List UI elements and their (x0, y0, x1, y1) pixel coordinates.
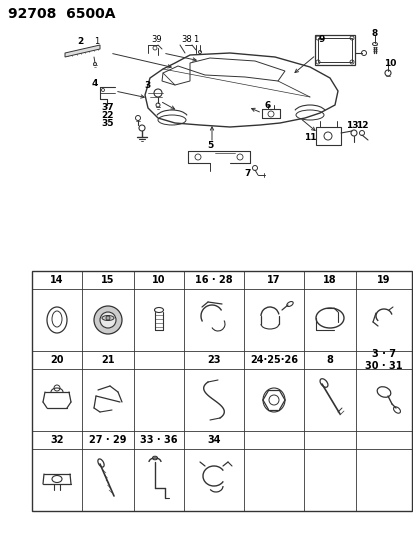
Text: 21: 21 (101, 355, 114, 365)
Text: 33 · 36: 33 · 36 (140, 435, 177, 445)
Text: 38: 38 (181, 35, 192, 44)
Text: 14: 14 (50, 275, 64, 285)
Circle shape (100, 312, 116, 328)
Text: 3 · 7
30 · 31: 3 · 7 30 · 31 (364, 349, 402, 371)
Text: 20: 20 (50, 355, 64, 365)
Text: 24·25·26: 24·25·26 (249, 355, 297, 365)
Ellipse shape (102, 316, 114, 320)
Text: 11: 11 (303, 133, 316, 142)
Text: 18: 18 (323, 275, 336, 285)
Text: 34: 34 (207, 435, 220, 445)
Polygon shape (65, 45, 100, 57)
Circle shape (106, 316, 110, 320)
Text: 6: 6 (264, 101, 271, 110)
Text: 8: 8 (326, 355, 332, 365)
Text: 10: 10 (152, 275, 165, 285)
Text: 39: 39 (151, 35, 162, 44)
Text: 3: 3 (145, 80, 151, 90)
Text: 5: 5 (206, 141, 213, 150)
Circle shape (94, 306, 122, 334)
Text: 15: 15 (101, 275, 114, 285)
Text: 8: 8 (371, 28, 377, 37)
Text: 37: 37 (102, 102, 114, 111)
Text: 2: 2 (77, 37, 83, 46)
Text: 9: 9 (318, 35, 324, 44)
Text: 92708  6500A: 92708 6500A (8, 7, 115, 21)
Text: 13: 13 (345, 120, 357, 130)
Text: 1: 1 (193, 35, 198, 44)
Text: 35: 35 (102, 118, 114, 127)
Text: 23: 23 (207, 355, 220, 365)
Text: 7: 7 (244, 168, 251, 177)
Text: 17: 17 (267, 275, 280, 285)
Text: 19: 19 (376, 275, 390, 285)
Text: 4: 4 (92, 78, 98, 87)
Text: 12: 12 (355, 120, 367, 130)
Bar (32, 271, 411, 511)
Text: 32: 32 (50, 435, 64, 445)
Text: 27 · 29: 27 · 29 (89, 435, 126, 445)
Text: 10: 10 (383, 59, 395, 68)
Bar (314, 35, 354, 65)
Text: 16 · 28: 16 · 28 (195, 275, 232, 285)
Text: 22: 22 (102, 110, 114, 119)
Text: 1: 1 (94, 37, 100, 46)
Bar (317, 38, 351, 62)
Bar (315, 127, 340, 145)
